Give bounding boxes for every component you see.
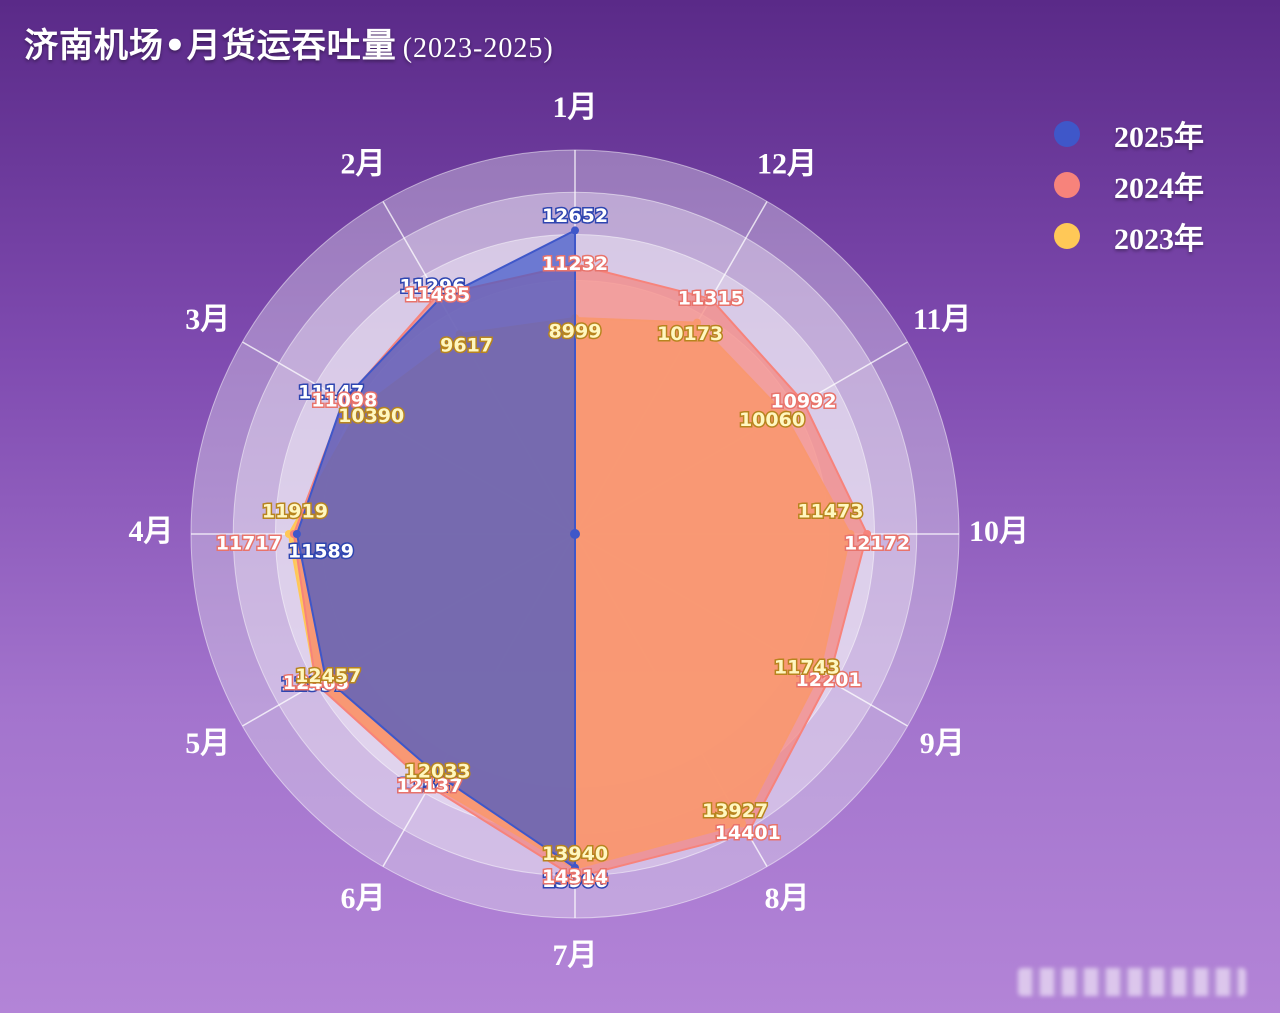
data-point-2025年-7 [571,863,579,872]
axis-label-2: 2月 [341,148,386,181]
legend-label-2023: 2023年 [1114,222,1204,256]
value-label-2024年-6: 12137 [396,775,462,797]
value-label-2023年-12: 10173 [657,323,723,345]
value-label-2024年-11: 10992 [770,391,836,413]
legend-swatch-2025 [1054,120,1080,147]
value-label-2024年-3: 11098 [311,389,377,411]
value-label-2023年-11: 10060 [739,409,805,431]
value-label-2024年-8: 14401 [715,822,781,844]
center-point [570,529,580,539]
value-label-2023年-9: 11743 [774,656,840,678]
value-label-2024年-12: 11315 [678,287,744,309]
subtitle-text: (2023-2025) [402,33,554,64]
data-point-2024年-10 [863,530,872,538]
data-point-2024年-9 [824,676,833,685]
axis-label-1: 1月 [553,91,598,124]
value-label-2024年-4: 11717 [216,533,282,555]
value-label-2025年-2: 11296 [399,276,465,298]
axis-label-9: 9月 [920,727,965,760]
value-label-2025年-7: 13906 [542,870,608,892]
legend-item-2024[interactable]: 2024年 [1054,159,1204,210]
axis-label-6: 6月 [341,882,386,915]
data-point-2024年-11 [799,398,808,407]
title-text: 济南机场•月货运吞吐量 [24,26,397,66]
axis-label-5: 5月 [185,727,230,760]
data-point-2025年-6 [432,770,441,778]
data-point-2024年-8 [743,829,752,838]
value-label-2023年-5: 12457 [295,665,361,687]
data-point-2024年-12 [706,294,715,303]
value-label-2024年-1: 11232 [542,253,608,275]
data-point-2024年-6 [425,782,434,791]
chart-title: 济南机场•月货运吞吐量 (2023-2025) [24,18,554,67]
legend: 2025年 2024年 2023年 [1054,108,1204,261]
value-label-2023年-4: 11919 [262,501,328,523]
value-label-2024年-5: 12465 [283,672,349,694]
value-label-2023年-1: 8999 [549,321,602,343]
value-label-2023年-10: 11473 [797,501,863,523]
value-label-2024年-10: 12172 [844,533,910,555]
value-label-2023年-6: 12033 [405,761,471,783]
value-label-2025年-3: 11147 [298,382,364,404]
data-point-2024年-5 [311,679,320,688]
value-label-2023年-3: 10390 [338,405,404,427]
value-label-2023年-2: 9617 [440,335,493,357]
data-point-2025年-1 [571,226,579,235]
data-point-2024年-7 [571,873,579,882]
axis-label-10: 10月 [969,515,1029,548]
legend-label-2024: 2024年 [1114,171,1204,205]
value-label-2025年-6: 11547 [396,775,462,797]
value-label-2023年-8: 13927 [702,800,768,822]
value-label-2023年-7: 13940 [542,843,608,865]
legend-item-2025[interactable]: 2025年 [1054,108,1204,159]
value-label-2025年-5: 11997 [280,674,346,696]
axis-label-4: 4月 [129,515,174,548]
data-point-2025年-4 [292,530,301,538]
axis-label-8: 8月 [765,882,810,915]
axis-label-7: 7月 [553,939,598,972]
legend-swatch-2024 [1054,171,1080,198]
data-point-2025年-3 [339,396,348,405]
value-label-2025年-4: 11589 [288,541,354,563]
value-label-2025年-1: 12652 [542,205,608,227]
axis-label-12: 12月 [757,148,817,181]
axis-label-3: 3月 [185,303,230,336]
watermark-image [1018,968,1246,996]
legend-item-2023[interactable]: 2023年 [1054,210,1204,261]
value-label-2024年-9: 12201 [796,669,862,691]
data-point-2025年-5 [321,674,330,682]
value-label-2024年-2: 11485 [404,284,470,306]
axis-label-11: 11月 [913,303,971,336]
data-point-2025年-2 [435,295,444,304]
legend-swatch-2023 [1054,222,1080,249]
legend-label-2025: 2025年 [1114,120,1204,154]
value-label-2024年-7: 14314 [542,866,608,888]
